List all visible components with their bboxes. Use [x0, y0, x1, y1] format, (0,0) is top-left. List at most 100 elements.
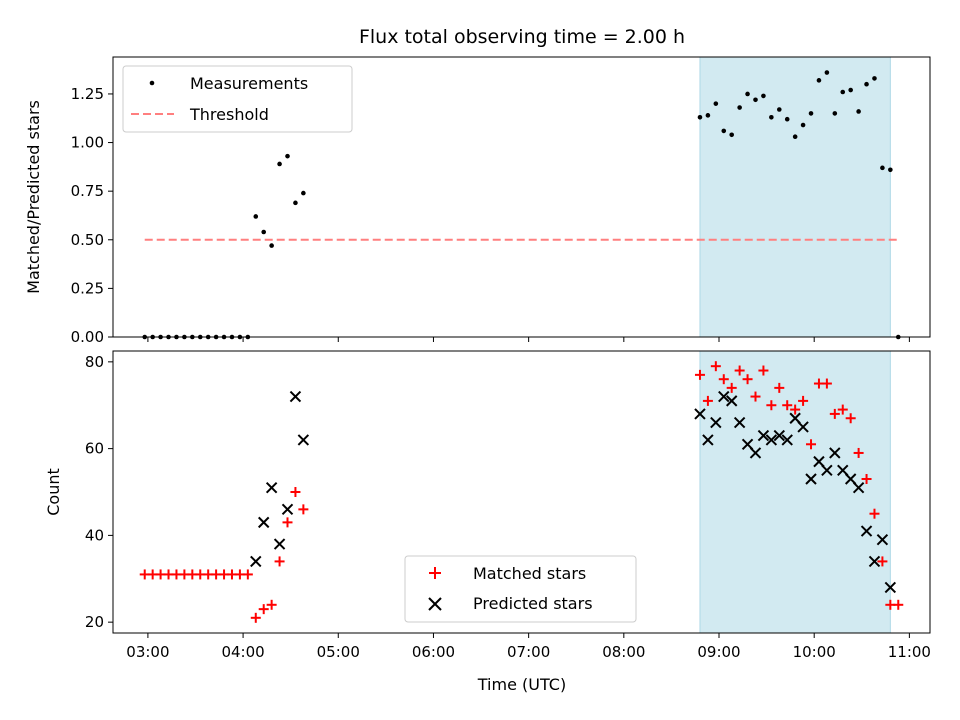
measurement-point-37	[824, 70, 830, 75]
top-legend: Measurements Threshold	[122, 65, 353, 133]
measurement-point-31	[776, 107, 782, 112]
top-y-tick-label-0: 0.00	[71, 328, 104, 346]
predicted-point-29	[868, 555, 881, 568]
predicted-point-6	[297, 434, 310, 446]
predicted-point-10	[718, 390, 730, 403]
matched-point-14	[250, 612, 261, 623]
measurement-point-43	[872, 76, 877, 81]
bottom-points	[139, 361, 904, 623]
matched-legend-marker	[429, 567, 441, 579]
matched-point-38	[829, 408, 840, 419]
bottom-y-label: Count	[44, 468, 63, 516]
top-y-tick-label-2: 0.50	[71, 231, 104, 249]
predicted-point-18	[781, 434, 793, 446]
matched-point-42	[861, 473, 872, 484]
predicted-point-15	[757, 429, 770, 442]
matched-point-30	[766, 400, 777, 411]
matched-point-35	[806, 439, 817, 450]
measurements-legend-marker	[149, 80, 155, 86]
matched-point-18	[282, 517, 293, 528]
measurement-point-19	[293, 200, 298, 206]
matched-point-23	[710, 361, 721, 372]
bottom-x-tick-label-4: 07:00	[507, 643, 550, 661]
matched-point-39	[837, 404, 848, 415]
measurement-point-14	[253, 214, 259, 219]
predicted-point-0	[250, 555, 262, 568]
predicted-point-12	[733, 416, 746, 429]
measurement-point-36	[816, 78, 822, 83]
matched-point-37	[821, 378, 832, 389]
matched-point-43	[869, 508, 880, 519]
measurement-point-22	[705, 113, 711, 118]
predicted-point-4	[281, 503, 294, 516]
predicted-point-2	[265, 481, 278, 494]
bottom-x-tick-label-3: 06:00	[412, 643, 455, 661]
matched-point-41	[853, 447, 864, 458]
bottom-x-axis: 03:00 04:00 05:00 06:00 07:00 08:00 09:00 10:00…	[126, 633, 931, 661]
bottom-x-tick-label-8: 11:00	[888, 643, 931, 661]
measurement-point-23	[713, 101, 719, 106]
top-y-axis: 0.00 0.25 0.50 0.75 1.00 1.25	[71, 85, 113, 346]
bottom-y-tick-label-0: 20	[85, 613, 104, 631]
predicted-point-23	[821, 464, 833, 477]
top-x-ticks	[147, 337, 910, 342]
predicted-legend-marker	[428, 597, 442, 611]
measurement-point-45	[888, 167, 893, 173]
top-legend-box	[122, 65, 353, 133]
measurements-legend-label: Measurements	[190, 74, 308, 93]
chart-title: Flux total observing time = 2.00 h	[359, 26, 685, 48]
top-panel: 0.00 0.25 0.50 0.75 1.00 1.25 Matched/Predict…	[24, 56, 931, 346]
measurement-point-21	[697, 114, 703, 120]
measurement-point-16	[269, 243, 274, 248]
matched-point-15	[258, 604, 269, 615]
predicted-point-9	[710, 416, 722, 429]
measurement-point-35	[808, 111, 814, 116]
measurement-point-30	[769, 114, 774, 120]
top-y-tick-label-4: 1.00	[71, 134, 104, 152]
measurement-point-40	[848, 87, 853, 93]
predicted-point-30	[876, 534, 889, 546]
predicted-point-3	[273, 538, 286, 550]
matched-point-33	[790, 404, 801, 415]
predicted-point-11	[725, 395, 738, 407]
predicted-point-5	[289, 390, 302, 403]
top-y-tick-label-3: 0.75	[71, 182, 104, 200]
bottom-x-tick-label-0: 03:00	[126, 643, 169, 661]
matched-point-22	[702, 395, 713, 406]
predicted-point-14	[749, 447, 762, 459]
matched-point-31	[774, 382, 785, 393]
matched-point-24	[718, 374, 729, 385]
matched-point-19	[290, 487, 301, 497]
measurement-point-32	[784, 116, 790, 122]
measurement-point-24	[721, 128, 727, 134]
predicted-point-21	[805, 473, 817, 485]
predicted-point-24	[829, 447, 841, 459]
measurement-point-42	[864, 81, 869, 87]
matched-point-16	[266, 599, 277, 610]
matched-point-32	[782, 400, 793, 411]
measurement-point-18	[285, 153, 290, 159]
measurement-point-38	[832, 111, 838, 116]
top-y-label: Matched/Predicted stars	[24, 100, 43, 294]
measurement-point-29	[761, 93, 766, 99]
matched-point-46	[893, 599, 904, 610]
top-y-tick-label-1: 0.25	[71, 279, 104, 297]
predicted-point-8	[702, 434, 714, 446]
top-axes-frame	[112, 56, 931, 338]
measurement-point-27	[745, 91, 750, 97]
measurement-point-17	[277, 161, 282, 167]
matched-point-40	[845, 413, 856, 424]
measurement-point-15	[261, 229, 267, 235]
bottom-x-tick-label-2: 05:00	[317, 643, 360, 661]
measurement-point-20	[301, 190, 306, 196]
measurement-point-28	[753, 97, 758, 103]
predicted-point-20	[797, 421, 809, 433]
bottom-y-axis: 20 40 60 80	[85, 353, 113, 631]
predicted-point-28	[860, 525, 873, 537]
top-y-tick-label-5: 1.25	[71, 85, 104, 103]
measurement-point-26	[737, 105, 742, 110]
bottom-y-tick-label-1: 40	[85, 526, 104, 544]
bottom-x-tick-label-6: 09:00	[697, 643, 740, 661]
